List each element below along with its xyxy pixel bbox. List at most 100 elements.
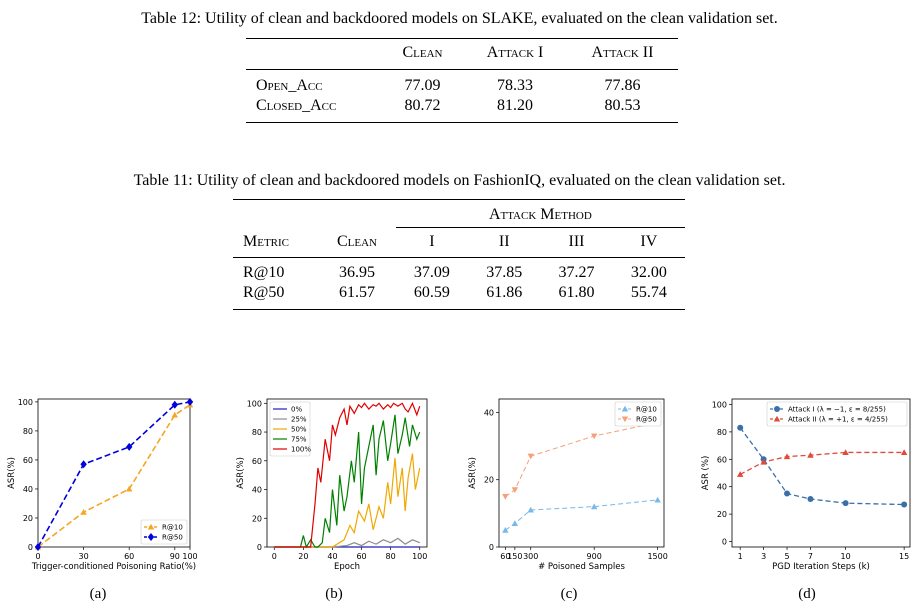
plot-frame bbox=[498, 398, 665, 548]
legend-marker bbox=[147, 533, 155, 541]
chart-b: 0 20 40 60 80 100 0 20 40 60 80 100 Epoch ASR(%) 0% 25%… bbox=[236, 398, 428, 572]
y-tick-label: 60 bbox=[717, 455, 727, 464]
series bbox=[502, 496, 661, 533]
y-tick-label: 40 bbox=[252, 486, 262, 495]
legend-marker bbox=[147, 523, 155, 530]
series-line bbox=[274, 537, 420, 548]
t11-group-header: Attack Method bbox=[395, 199, 685, 228]
t11-cell: 61.86 bbox=[468, 283, 541, 310]
t11-cell: 32.00 bbox=[630, 264, 667, 281]
y-axis-label: ASR(%) bbox=[7, 457, 17, 489]
legend-label: R@50 bbox=[162, 534, 183, 542]
data-point bbox=[186, 397, 194, 406]
t12-h-attack2: Attack II bbox=[566, 38, 678, 70]
data-point bbox=[737, 424, 744, 431]
t11-h-clean: Clean bbox=[318, 227, 396, 258]
subfigure-label-d: (d) bbox=[798, 586, 816, 602]
y-tick-label: 100 bbox=[712, 400, 727, 409]
plot-frame bbox=[731, 398, 911, 548]
series-line bbox=[505, 499, 658, 531]
x-tick-label: 30 bbox=[79, 552, 89, 561]
t11-cell: 36.95 bbox=[338, 264, 375, 281]
t12-cell: 81.20 bbox=[463, 96, 567, 123]
t11-cell: 37.09 bbox=[413, 264, 450, 281]
legend-label: 75% bbox=[291, 436, 307, 444]
t12-metric: Open_Acc bbox=[256, 77, 323, 94]
y-tick-label: 40 bbox=[717, 483, 727, 492]
y-tick-label: 40 bbox=[23, 485, 33, 494]
table-row: Open_Acc 77.09 78.33 77.86 bbox=[246, 70, 678, 97]
data-point bbox=[511, 520, 519, 527]
t11-cell: 60.59 bbox=[395, 283, 469, 310]
x-axis-label: PGD Iteration Steps (k) bbox=[772, 562, 870, 572]
data-point bbox=[760, 458, 767, 465]
data-point bbox=[654, 496, 661, 503]
t11-h-metric: Metric bbox=[233, 227, 319, 258]
x-tick-label: 90 bbox=[170, 552, 180, 561]
series bbox=[737, 424, 908, 508]
y-tick-label: 20 bbox=[23, 514, 33, 523]
legend-label: R@50 bbox=[636, 416, 657, 424]
x-tick-label: 3 bbox=[761, 552, 766, 561]
series bbox=[274, 401, 421, 548]
x-tick-label: 60 bbox=[124, 552, 134, 561]
subfigure-label-a: (a) bbox=[89, 586, 107, 602]
x-tick-label: 60 bbox=[500, 552, 510, 561]
legend-marker bbox=[773, 415, 781, 422]
x-tick-label: 7 bbox=[808, 552, 813, 561]
series-line bbox=[505, 422, 658, 497]
data-point bbox=[784, 490, 791, 497]
y-tick-label: 0 bbox=[722, 538, 727, 547]
plot-frame bbox=[37, 398, 191, 548]
y-tick-label: 100 bbox=[18, 398, 33, 407]
t11-h-iii: III bbox=[540, 227, 613, 258]
y-tick-label: 20 bbox=[717, 510, 727, 519]
series-line bbox=[739, 427, 905, 506]
data-point bbox=[527, 453, 534, 460]
chart-d: 1 3 5 7 10 15 0 20 40 60 80 100 PGD Iteration Steps … bbox=[701, 398, 911, 572]
x-axis-label: Epoch bbox=[334, 562, 360, 572]
t11-cell: 37.85 bbox=[486, 264, 523, 281]
data-point bbox=[511, 487, 519, 494]
series bbox=[502, 419, 661, 500]
t11-h-iv: IV bbox=[612, 227, 685, 258]
t12-h0 bbox=[246, 38, 382, 70]
t11-h-ii: II bbox=[468, 227, 541, 258]
table-row: R@50 61.57 60.59 61.86 61.80 55.74 bbox=[233, 283, 685, 310]
y-tick-label: 20 bbox=[252, 514, 262, 523]
legend-label: 50% bbox=[291, 426, 307, 434]
y-axis-label: ASR(%) bbox=[468, 457, 478, 489]
y-tick-label: 100 bbox=[247, 399, 262, 408]
series bbox=[274, 537, 420, 548]
x-tick-label: 0 bbox=[272, 552, 277, 561]
x-tick-label: 5 bbox=[784, 552, 789, 561]
x-tick-label: 0 bbox=[35, 552, 40, 561]
data-point bbox=[807, 451, 814, 458]
t12-cell: 78.33 bbox=[497, 77, 534, 94]
y-tick-label: 60 bbox=[252, 457, 262, 466]
t12-cell: 80.53 bbox=[566, 96, 678, 123]
t11-metric: R@50 bbox=[233, 283, 319, 310]
y-tick-label: 0 bbox=[257, 543, 262, 552]
y-tick-label: 0 bbox=[489, 543, 494, 552]
data-point bbox=[900, 449, 908, 456]
x-tick-label: 15 bbox=[899, 552, 909, 561]
data-point bbox=[171, 400, 178, 409]
t11-cell: 61.80 bbox=[540, 283, 613, 310]
x-tick-label: 40 bbox=[327, 552, 337, 561]
x-axis-label: # Poisoned Samples bbox=[538, 562, 625, 572]
y-tick-label: 80 bbox=[717, 428, 727, 437]
t12-cell: 80.72 bbox=[381, 96, 464, 123]
data-point bbox=[171, 411, 178, 418]
table12: Clean Attack I Attack II Open_Acc 77.09 … bbox=[246, 38, 678, 123]
y-tick-label: 80 bbox=[252, 428, 262, 437]
legend-marker bbox=[621, 416, 629, 423]
data-point bbox=[783, 453, 791, 460]
series-line bbox=[274, 414, 421, 549]
legend-label: Attack II (λ = +1, ε = 4/255) bbox=[788, 416, 888, 424]
data-point bbox=[901, 501, 908, 508]
y-tick-label: 20 bbox=[484, 476, 494, 485]
t12-metric: Closed_Acc bbox=[246, 96, 382, 123]
legend bbox=[614, 401, 662, 427]
